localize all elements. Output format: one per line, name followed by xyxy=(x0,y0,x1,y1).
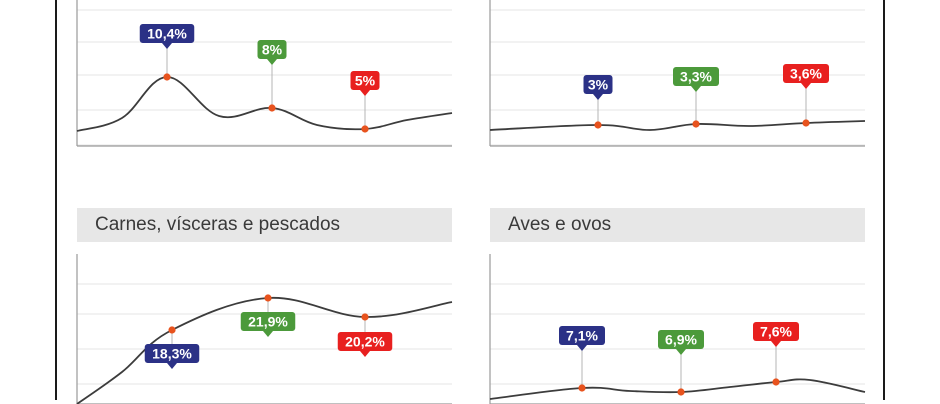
badge-pointer xyxy=(691,86,701,92)
data-badge: 21,9% xyxy=(240,312,296,337)
badge-pointer xyxy=(771,341,781,347)
data-point xyxy=(594,121,602,129)
data-badge: 3,6% xyxy=(783,64,829,89)
data-point xyxy=(163,73,171,81)
badge-box xyxy=(658,330,704,349)
data-label: 10,4% xyxy=(147,26,187,42)
badge-box xyxy=(139,24,195,43)
line-chart-2: 3% 3,3% 3,6% xyxy=(489,0,866,147)
data-point xyxy=(361,125,369,133)
badge-pointer xyxy=(593,94,603,100)
data-label: 8% xyxy=(262,42,283,58)
data-badge: 10,4% xyxy=(139,24,195,49)
data-point xyxy=(772,378,780,386)
data-badge: 7,6% xyxy=(753,322,799,347)
frame-right-border xyxy=(883,0,885,400)
data-point xyxy=(692,120,700,128)
badge-box xyxy=(583,75,613,94)
data-point xyxy=(268,104,276,112)
badge-box xyxy=(783,64,829,83)
chart-panel-carnes: Carnes, vísceras e pescados 18,3% 21,9% 20… xyxy=(76,208,453,404)
badge-box xyxy=(559,326,605,345)
data-label: 18,3% xyxy=(152,346,192,362)
badge-pointer xyxy=(162,43,172,49)
badge-pointer xyxy=(577,345,587,351)
badge-pointer xyxy=(267,59,277,65)
data-label: 5% xyxy=(355,73,376,89)
series-line xyxy=(76,76,453,132)
data-label: 6,9% xyxy=(665,332,697,348)
data-badge: 3% xyxy=(583,75,613,100)
data-label: 21,9% xyxy=(248,314,288,330)
data-label: 20,2% xyxy=(345,334,385,350)
chart-panel-aves: Aves e ovos 7,1% 6,9% 7,6% xyxy=(489,208,866,404)
data-point xyxy=(677,388,685,396)
data-point xyxy=(168,326,176,334)
data-label: 7,6% xyxy=(760,324,792,340)
badge-box xyxy=(350,71,380,90)
data-point xyxy=(264,294,272,302)
data-badge: 18,3% xyxy=(144,344,200,369)
data-badge: 3,3% xyxy=(673,67,719,92)
data-point xyxy=(802,119,810,127)
chart-title-carnes: Carnes, vísceras e pescados xyxy=(77,208,452,242)
data-label: 7,1% xyxy=(566,328,598,344)
badge-box xyxy=(257,40,287,59)
data-point xyxy=(578,384,586,392)
badge-box xyxy=(673,67,719,86)
data-label: 3,3% xyxy=(680,69,712,85)
data-point xyxy=(361,313,369,321)
data-label: 3,6% xyxy=(790,66,822,82)
line-chart-1: 10,4% 8% 5% xyxy=(76,0,453,147)
chart-panel-2: 3% 3,3% 3,6% xyxy=(489,0,866,150)
badge-box xyxy=(753,322,799,341)
data-badge: 20,2% xyxy=(337,332,393,357)
badge-pointer xyxy=(801,83,811,89)
series-line xyxy=(489,378,866,400)
badge-box xyxy=(144,344,200,363)
data-label: 3% xyxy=(588,77,609,93)
badge-box xyxy=(337,332,393,351)
badge-pointer xyxy=(167,363,177,369)
frame-left-border xyxy=(55,0,57,400)
data-badge: 8% xyxy=(257,40,287,65)
data-badge: 5% xyxy=(350,71,380,96)
line-chart-aves: 7,1% 6,9% 7,6% xyxy=(489,254,866,404)
badge-pointer xyxy=(263,331,273,337)
badge-box xyxy=(240,312,296,331)
chart-panel-1: 10,4% 8% 5% xyxy=(76,0,453,150)
line-chart-carnes: 18,3% 21,9% 20,2% xyxy=(76,254,453,404)
badge-pointer xyxy=(360,351,370,357)
data-badge: 6,9% xyxy=(658,330,704,355)
chart-title-aves: Aves e ovos xyxy=(490,208,865,242)
series-line xyxy=(76,296,453,404)
badge-pointer xyxy=(360,90,370,96)
data-badge: 7,1% xyxy=(559,326,605,351)
badge-pointer xyxy=(676,349,686,355)
